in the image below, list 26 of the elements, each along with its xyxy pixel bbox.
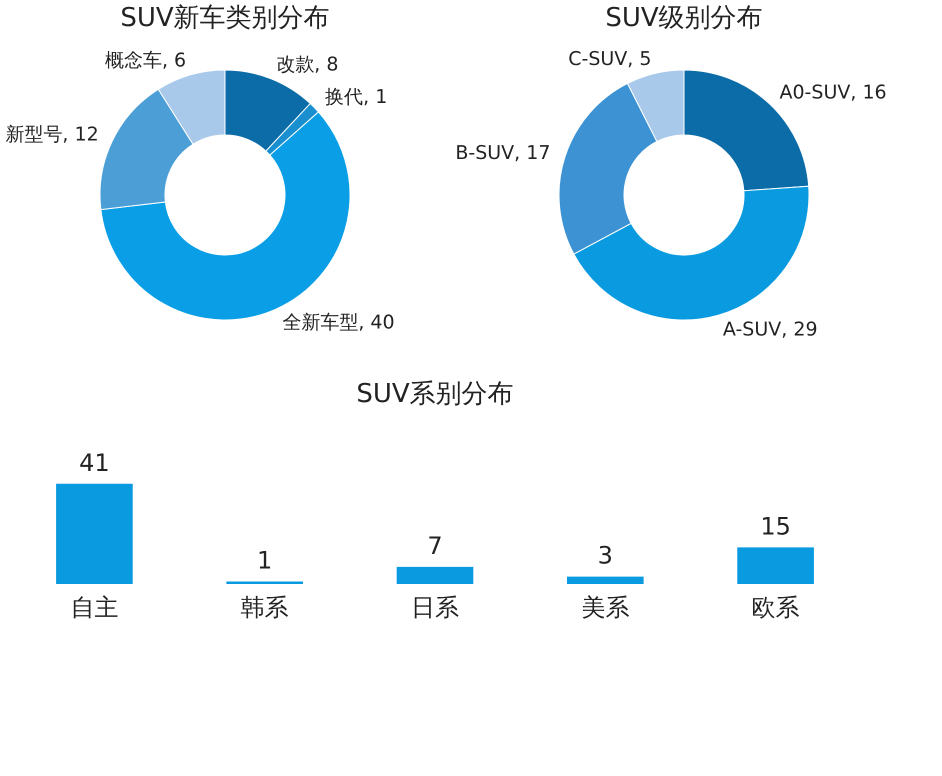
bar (737, 547, 814, 584)
slice-label: 换代, 1 (325, 86, 388, 108)
slice-label: 新型号, 12 (5, 124, 99, 146)
x-tick-label: 美系 (581, 594, 630, 622)
x-tick-label: 欧系 (752, 594, 800, 622)
chart-title: SUV新车类别分布 (120, 3, 330, 33)
data-label: 1 (257, 546, 272, 575)
data-label: 41 (79, 448, 110, 477)
bar (396, 566, 474, 584)
bar (56, 484, 133, 584)
slice-label: 概念车, 6 (104, 50, 186, 72)
slice-label: 全新车型, 40 (282, 312, 395, 334)
chart-title: SUV系别分布 (356, 378, 514, 409)
slice-label: C-SUV, 5 (568, 48, 652, 70)
x-tick-label: 自主 (70, 594, 118, 622)
data-label: 15 (760, 512, 791, 540)
data-label: 3 (598, 542, 613, 570)
x-tick-label: 韩系 (240, 594, 289, 622)
slice-label: B-SUV, 17 (455, 142, 550, 164)
bar (566, 576, 644, 584)
slice-label: A0-SUV, 16 (779, 82, 887, 104)
data-label: 7 (427, 532, 443, 560)
x-tick-label: 日系 (411, 594, 459, 622)
slice-label: 改款, 8 (276, 54, 338, 76)
slice-label: A-SUV, 29 (722, 318, 818, 340)
chart-title: SUV级别分布 (605, 3, 763, 33)
